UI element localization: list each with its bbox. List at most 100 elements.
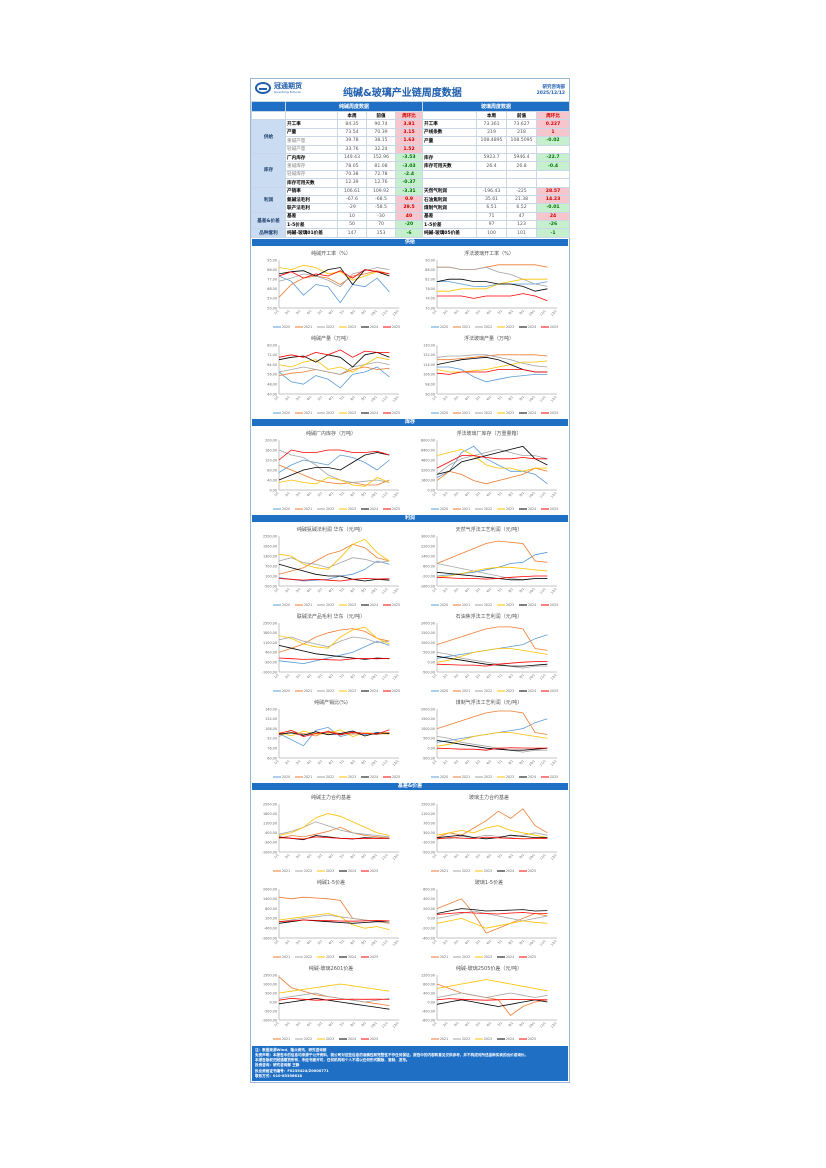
metric-label: 产线条数 <box>422 127 478 138</box>
series-line-2020 <box>278 275 390 304</box>
legend-label: 2020 <box>440 325 448 329</box>
y-tick-label: -1000.00 <box>262 936 277 940</box>
series-line-2023 <box>278 983 390 994</box>
chart-title: 浮法玻璃开工率（%） <box>464 250 514 257</box>
chart-title: 纯碱主力合约基差 <box>311 794 351 801</box>
legend-label: 2024 <box>370 507 378 511</box>
x-tick-label: 2/1 <box>284 309 290 315</box>
y-tick-label: 600.00 <box>423 887 435 891</box>
x-tick-label: 4/1 <box>464 1021 470 1027</box>
legend-label: 2020 <box>282 689 290 693</box>
x-tick-label: 9/1 <box>519 759 525 765</box>
chart-row: 纯碱开工率（%） 50.00 59.00 68.00 77.00 86.00 95.00 1/… <box>251 247 569 332</box>
y-tick-label: 0.00 <box>427 917 435 921</box>
legend-label: 2021 <box>462 775 470 779</box>
x-tick-label: 2/1 <box>442 759 448 765</box>
x-tick-label: 10/1 <box>370 939 378 947</box>
series-line-2023 <box>436 978 548 992</box>
legend-label: 2022 <box>326 775 334 779</box>
x-tick-label: 7/1 <box>497 491 503 497</box>
series-line-2023 <box>436 917 548 929</box>
legend-label: 2024 <box>506 1037 514 1041</box>
section-bar: 供给 <box>252 238 568 246</box>
current-value <box>476 169 508 180</box>
footer-disclaimer: 注：数据来源Wind、隆众资讯、研究咨询部 免责声明：本报告中的信息均来源于公开… <box>252 1045 568 1082</box>
series-line-2021 <box>436 710 548 735</box>
x-tick-label: 7/1 <box>497 673 503 679</box>
metric-label: 纯碱-玻璃01价差 <box>285 228 338 238</box>
x-tick-label: 1/1 <box>431 759 437 765</box>
legend-label: 2020 <box>282 507 290 511</box>
table-row: 1-5价差 50 70 -20 1-5价差 97 123 -26 <box>252 220 571 230</box>
y-tick-label: 1600.00 <box>421 478 435 482</box>
x-tick-label: 9/1 <box>361 491 367 497</box>
x-tick-label: 2/1 <box>284 673 290 679</box>
line-chart: 玻璃主力合约基差 -500.00 -100.00 300.00 700.00 1100.0… <box>411 791 567 876</box>
chart-title: 纯碱开工率（%） <box>311 250 351 257</box>
x-tick-label: 9/1 <box>519 939 525 945</box>
footer-license: 执业资格证书编号：F0235424/Z0000771 <box>255 1068 329 1073</box>
blank <box>285 110 338 121</box>
metric-label <box>422 144 478 154</box>
x-tick-label: 7/1 <box>497 759 503 765</box>
legend-label: 2021 <box>304 325 312 329</box>
x-tick-label: 5/1 <box>317 673 323 679</box>
x-tick-label: 12/1 <box>392 673 400 681</box>
weekly-change: 0.9 <box>394 194 424 205</box>
chart-title: 玻璃1-5价差 <box>475 879 503 886</box>
series-line-2023 <box>278 356 390 373</box>
x-tick-label: 11/1 <box>381 395 389 403</box>
weekly-change: -22.7 <box>536 152 571 163</box>
y-tick-label: 140.00 <box>265 707 277 711</box>
current-value: 73.54 <box>337 127 367 138</box>
glass-table-title: 玻璃周度数据 <box>422 101 571 112</box>
x-tick-label: 10/1 <box>370 853 378 861</box>
line-chart: 玻璃1-5价差 -400.00 -200.00 0.00 200.00 400.00 600… <box>411 876 567 962</box>
legend-label: 2025 <box>392 507 400 511</box>
y-tick-label: 1000.00 <box>421 641 435 645</box>
y-tick-label: 1000.00 <box>421 727 435 731</box>
chart-title: 纯碱氨碱法利润 华东（元/吨） <box>297 526 365 533</box>
chart-svg: 纯碱-玻璃2601价差 -1000.00 -500.00 0.00 500.00 1000… <box>262 965 400 1041</box>
legend-label: 2022 <box>326 689 334 693</box>
x-tick-label: 1/1 <box>431 491 437 497</box>
x-tick-label: 12/1 <box>550 759 558 767</box>
metric-label: 库存 <box>422 152 478 163</box>
current-value: 106.61 <box>337 186 367 196</box>
previous-value: 38.15 <box>366 136 396 146</box>
series-line-2020 <box>278 454 390 473</box>
series-line-2023 <box>278 912 390 931</box>
x-tick-label: 3/1 <box>295 491 301 497</box>
legend-label: 2022 <box>484 603 492 607</box>
soda-table-title: 纯碱周度数据 <box>284 101 424 112</box>
x-tick-label: 4/1 <box>464 673 470 679</box>
previous-value: 101 <box>506 228 538 238</box>
y-tick-label: 400.00 <box>265 651 277 655</box>
x-tick-label: 1/1 <box>431 1021 437 1027</box>
weekly-change: -3.31 <box>394 186 424 196</box>
legend-label: 2025 <box>370 955 378 959</box>
table-row: 轻碱库存 70.38 72.78 -2.4 <box>252 169 571 180</box>
y-tick-label: 0.00 <box>427 660 435 664</box>
legend-label: 2020 <box>440 775 448 779</box>
x-tick-label: 4/1 <box>464 759 470 765</box>
x-tick-label: 12/1 <box>550 1021 558 1029</box>
legend-label: 2024 <box>370 603 378 607</box>
y-tick-label: 3000.00 <box>421 534 435 538</box>
chart-svg: 纯碱主力合约基差 -1000.00 -300.00 400.00 1100.00 1800… <box>262 794 400 873</box>
y-tick-label: 800.00 <box>265 907 277 911</box>
legend-label: 2023 <box>348 775 356 779</box>
current-value: 84.35 <box>337 119 367 129</box>
metric-label: 开工率 <box>285 119 338 129</box>
metric-label: 产销率 <box>285 186 338 196</box>
series-line-2023 <box>436 448 548 472</box>
x-tick-label: 9/1 <box>361 395 367 401</box>
logo-subtext: Guantong Futures <box>274 89 301 94</box>
legend-label: 2023 <box>348 411 356 415</box>
x-tick-label: 1/1 <box>431 853 437 859</box>
current-value <box>476 144 508 154</box>
legend-label: 2025 <box>370 869 378 873</box>
series-line-2022 <box>278 361 390 375</box>
x-tick-label: 12/1 <box>550 587 558 595</box>
series-line-2020 <box>436 445 548 484</box>
